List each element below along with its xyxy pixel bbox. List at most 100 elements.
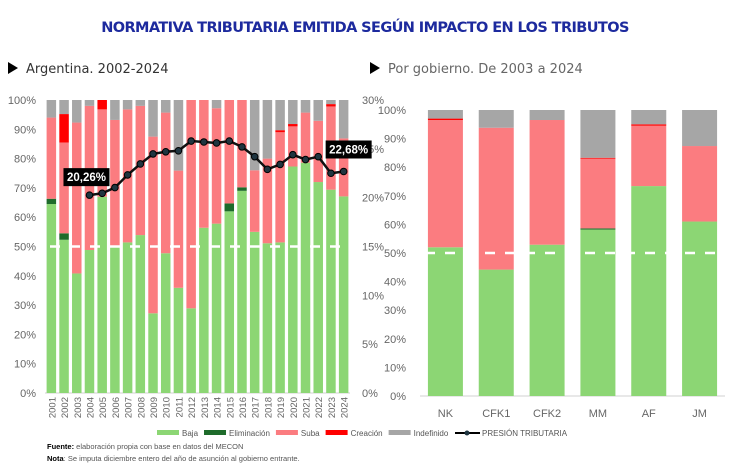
y2-tick-label: 20% — [362, 193, 384, 205]
x-tick-label: 2011 — [174, 397, 185, 417]
bar-baja-2013 — [199, 227, 209, 393]
legend-label: PRESIÓN TRIBUTARIA — [482, 429, 568, 438]
bar-baja-2004 — [84, 250, 95, 393]
x-tick-label: 2022 — [314, 397, 325, 418]
bar-indefinido-2003 — [72, 100, 82, 123]
bar-suba-2012 — [186, 100, 196, 309]
x-tick-label: 2012 — [187, 397, 198, 418]
y2-tick-label: 10% — [362, 290, 384, 302]
bar-indefinido-2011 — [173, 100, 184, 171]
x-tick-label: NK — [438, 408, 454, 420]
bar-indefinido-2018 — [262, 100, 273, 159]
bar-indefinido-MM — [580, 110, 616, 158]
page-title: NORMATIVA TRIBUTARIA EMITIDA SEGÚN IMPAC… — [101, 20, 629, 36]
bar-indefinido-2001 — [46, 100, 57, 118]
bar-indefinido-NK — [427, 110, 463, 119]
bar-baja-2019 — [275, 242, 285, 393]
bar-baja-2017 — [249, 231, 260, 393]
bar-baja-AF — [631, 186, 667, 396]
x-tick-label: 2013 — [200, 397, 211, 418]
y-tick-label: 10% — [384, 362, 406, 374]
bar-creación-2020 — [288, 124, 298, 127]
y-tick-label: 90% — [14, 124, 36, 136]
presion-tributaria-point — [136, 160, 145, 168]
triangle-bullet-icon — [8, 62, 18, 74]
bar-suba-2022 — [313, 120, 323, 183]
bar-indefinido-2022 — [313, 100, 323, 121]
bar-suba-2019 — [275, 132, 285, 243]
bar-indefinido-CFK1 — [478, 110, 514, 128]
bar-creación-2023 — [326, 104, 336, 107]
bar-suba-2024 — [338, 138, 349, 197]
bar-suba-2001 — [46, 117, 57, 199]
x-tick-label: CFK1 — [482, 408, 510, 420]
legend-label: Eliminación — [229, 429, 270, 438]
x-tick-label: 2010 — [162, 397, 173, 418]
bar-indefinido-2009 — [148, 100, 158, 137]
bar-baja-2020 — [288, 166, 298, 393]
presion-tributaria-point — [314, 152, 323, 161]
presion-tributaria-point — [123, 171, 132, 179]
y-tick-label: 60% — [384, 219, 406, 231]
x-tick-label: 2004 — [85, 397, 96, 418]
y-tick-label: 90% — [384, 134, 406, 146]
bar-baja-2001 — [46, 204, 57, 393]
x-tick-label: 2020 — [289, 397, 300, 418]
bar-baja-2003 — [72, 273, 82, 393]
x-tick-label: 2003 — [73, 397, 84, 418]
x-tick-label: 2021 — [302, 397, 313, 418]
presion-tributaria-point — [149, 150, 157, 158]
y-tick-label: 70% — [384, 191, 406, 203]
bar-indefinido-2008 — [135, 100, 146, 106]
bar-baja-2023 — [326, 189, 336, 393]
data-label-box — [325, 140, 372, 159]
bar-eliminación-2001 — [46, 198, 57, 205]
bar-baja-CFK2 — [529, 244, 565, 396]
presion-tributaria-point — [212, 139, 221, 147]
bar-baja-2006 — [110, 247, 120, 393]
bar-suba-2014 — [211, 108, 222, 224]
bar-baja-NK — [427, 247, 463, 396]
bar-baja-2022 — [313, 182, 323, 393]
bar-indefinido-2007 — [122, 100, 133, 110]
x-tick-label: 2023 — [327, 397, 338, 418]
presion-tributaria-point — [339, 167, 348, 176]
x-tick-label: 2007 — [124, 397, 135, 418]
x-tick-label: AF — [642, 408, 656, 420]
x-tick-label: 2016 — [238, 397, 249, 418]
bar-suba-CFK1 — [478, 127, 514, 270]
bar-indefinido-CFK2 — [529, 110, 565, 121]
bar-indefinido-2023 — [326, 100, 336, 105]
presion-tributaria-point — [85, 191, 94, 199]
bar-suba-2015 — [224, 100, 235, 204]
presion-tributaria-point — [225, 137, 234, 145]
bar-indefinido-2014 — [211, 100, 222, 109]
triangle-bullet-icon — [370, 62, 380, 74]
presion-tributaria-point — [327, 169, 335, 178]
bar-suba-2017 — [249, 170, 260, 232]
y-tick-label: 60% — [14, 212, 36, 224]
bar-suba-2020 — [288, 126, 298, 167]
x-tick-label: JM — [692, 408, 707, 420]
y2-tick-label: 5% — [362, 339, 378, 351]
bar-suba-2005 — [97, 109, 107, 197]
bar-baja-2011 — [173, 287, 184, 393]
y-tick-label: 10% — [14, 359, 36, 371]
x-tick-label: 2015 — [225, 397, 236, 418]
source-label: Fuente: — [47, 442, 75, 451]
bar-indefinido-2002 — [59, 100, 69, 115]
bar-suba-2006 — [110, 119, 120, 248]
bar-baja-2021 — [300, 162, 311, 393]
bar-indefinido-2020 — [288, 100, 298, 125]
x-tick-label: 2019 — [276, 397, 287, 418]
x-tick-label: MM — [589, 408, 607, 420]
bar-baja-2009 — [148, 313, 158, 393]
bar-suba-CFK2 — [529, 120, 565, 245]
bar-suba-2018 — [262, 158, 273, 244]
x-tick-label: 2014 — [213, 397, 224, 418]
y2-tick-label: 15% — [362, 242, 384, 254]
bar-baja-2016 — [237, 190, 247, 393]
x-tick-label: 2005 — [98, 397, 109, 418]
bar-baja-JM — [682, 221, 718, 396]
bar-indefinido-2021 — [300, 100, 311, 113]
